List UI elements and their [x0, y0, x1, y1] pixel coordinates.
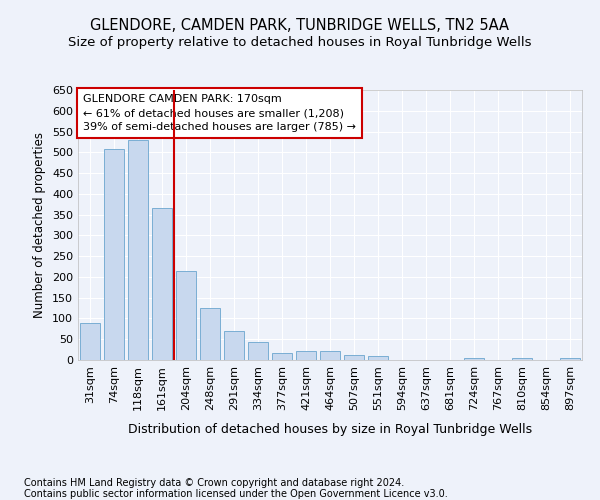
- Y-axis label: Number of detached properties: Number of detached properties: [34, 132, 46, 318]
- Bar: [320, 352, 340, 360]
- Text: GLENDORE CAMDEN PARK: 170sqm
← 61% of detached houses are smaller (1,208)
39% of: GLENDORE CAMDEN PARK: 170sqm ← 61% of de…: [83, 94, 356, 132]
- Bar: [224, 331, 244, 360]
- Bar: [296, 352, 316, 360]
- Bar: [560, 358, 580, 360]
- Bar: [512, 358, 532, 360]
- Bar: [200, 308, 220, 360]
- Bar: [368, 356, 388, 360]
- Text: Distribution of detached houses by size in Royal Tunbridge Wells: Distribution of detached houses by size …: [128, 422, 532, 436]
- Bar: [248, 342, 268, 360]
- Bar: [152, 208, 172, 360]
- Bar: [464, 358, 484, 360]
- Text: Size of property relative to detached houses in Royal Tunbridge Wells: Size of property relative to detached ho…: [68, 36, 532, 49]
- Text: Contains HM Land Registry data © Crown copyright and database right 2024.: Contains HM Land Registry data © Crown c…: [24, 478, 404, 488]
- Text: Contains public sector information licensed under the Open Government Licence v3: Contains public sector information licen…: [24, 489, 448, 499]
- Text: GLENDORE, CAMDEN PARK, TUNBRIDGE WELLS, TN2 5AA: GLENDORE, CAMDEN PARK, TUNBRIDGE WELLS, …: [91, 18, 509, 32]
- Bar: [80, 322, 100, 360]
- Bar: [128, 140, 148, 360]
- Bar: [176, 270, 196, 360]
- Bar: [272, 352, 292, 360]
- Bar: [104, 150, 124, 360]
- Bar: [344, 356, 364, 360]
